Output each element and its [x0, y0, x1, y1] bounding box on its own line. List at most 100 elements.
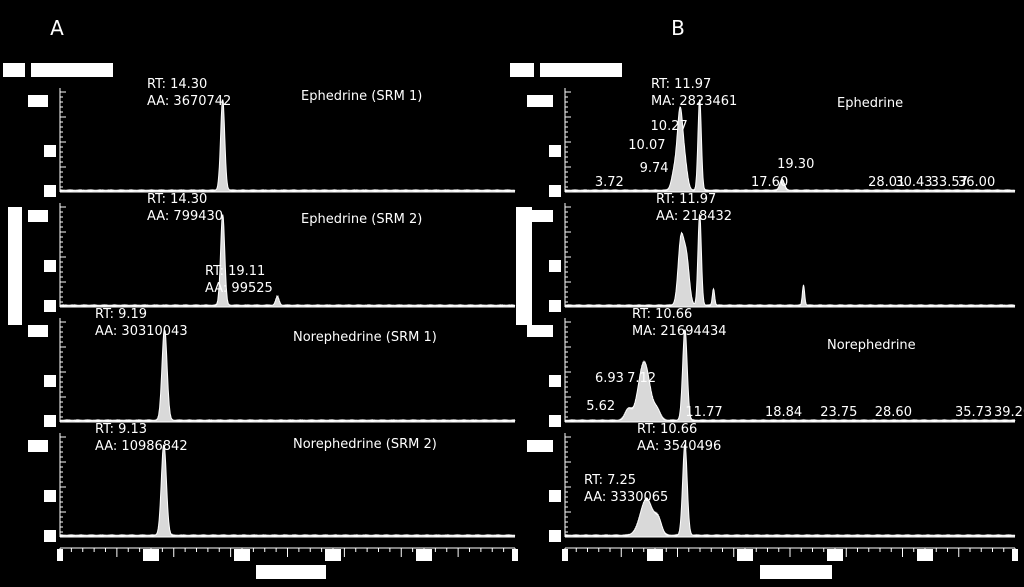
header-bar-0 — [510, 63, 534, 77]
y-tick-label-2 — [527, 95, 553, 107]
signal-area — [60, 100, 515, 192]
peak-label: 23.75 — [820, 405, 857, 420]
x-tick-label — [562, 549, 568, 561]
peak-label: 39.20 — [994, 405, 1024, 420]
x-tick-label — [143, 549, 159, 561]
annotation-rt: RT: 9.13 — [95, 422, 147, 437]
y-tick-label-0 — [44, 185, 56, 197]
peak-label: 33.57 — [931, 175, 968, 190]
y-tick-label-0 — [549, 415, 561, 427]
header-bar-1 — [540, 63, 622, 77]
annotation-area: AA: 3670742 — [147, 94, 231, 109]
y-tick-label-2 — [527, 210, 553, 222]
signal-area — [60, 215, 515, 307]
trace-4: RT: 10.66 AA: 3540496 RT: 7.25 AA: 3330065 — [527, 422, 1016, 542]
peak-label: 19.30 — [777, 157, 814, 172]
y-tick-label-1 — [44, 490, 56, 502]
x-tick-label — [512, 549, 518, 561]
annotation-area: AA: 799430 — [147, 209, 223, 224]
peak-label: 5.62 — [586, 399, 615, 414]
y-tick-label-0 — [44, 300, 56, 312]
signal-line — [564, 99, 1016, 193]
peak-label: 11.77 — [685, 405, 722, 420]
peak-label: 28.60 — [875, 405, 912, 420]
x-tick-label — [737, 549, 753, 561]
peak-label: 10.27 — [651, 119, 688, 134]
x-tick-label — [57, 549, 63, 561]
header-bar-0 — [3, 63, 25, 77]
annotation-area: AA: 3540496 — [637, 439, 721, 454]
annotation-area: MA: 21694434 — [632, 324, 727, 339]
x-tick-label — [647, 549, 663, 561]
y-tick-label-2 — [28, 210, 48, 222]
y-tick-label-1 — [549, 260, 561, 272]
panel-label-B: B — [671, 16, 685, 40]
x-axis — [57, 547, 518, 561]
annotation-rt: RT: 11.97 — [651, 77, 711, 92]
x-tick-label — [1012, 549, 1018, 561]
trace-title: Ephedrine — [837, 96, 903, 111]
signal-area — [60, 330, 515, 422]
peak-label: 3.72 — [595, 175, 624, 190]
signal-line — [59, 444, 516, 538]
y-tick-label-2 — [527, 440, 553, 452]
trace-4: RT: 9.13 AA: 10986842 Norephedrine (SRM 2) — [28, 422, 516, 542]
signal-line — [59, 329, 516, 423]
x-tick-label — [416, 549, 432, 561]
y-tick-label-0 — [549, 185, 561, 197]
peak-label: 9.74 — [640, 161, 669, 176]
y-tick-label-2 — [28, 325, 48, 337]
signal-area — [565, 100, 1015, 192]
x-tick-label — [827, 549, 843, 561]
y-tick-label-1 — [549, 145, 561, 157]
x-axis — [562, 547, 1018, 561]
panel-A: A RT: 14.30 AA: 3670742 Ephedrine (SRM 1) RT… — [3, 16, 518, 579]
annotation-rt: RT: 10.66 — [632, 307, 692, 322]
annotation-rt: RT: 7.25 — [584, 473, 636, 488]
peak-label: 30.43 — [895, 175, 932, 190]
signal-area — [60, 445, 515, 537]
annotation-rt: RT: 9.19 — [95, 307, 147, 322]
signal-line — [59, 214, 516, 308]
annotation-area: AA: 3330065 — [584, 490, 668, 505]
peak-label: 28.01 — [868, 175, 905, 190]
peak-label: 17.60 — [751, 175, 788, 190]
annotation-area: MA: 2823461 — [651, 94, 737, 109]
annotation-area: AA: 218432 — [656, 209, 732, 224]
trace-title: Norephedrine (SRM 1) — [293, 330, 437, 345]
peak-label: 36.00 — [958, 175, 995, 190]
peak-label: 10.07 — [628, 138, 665, 153]
y-tick-label-0 — [44, 415, 56, 427]
x-axis-title-bar — [760, 565, 832, 579]
panel-B: B RT: 11.97 MA: 2823461 Ephedrine 3.72 9.74 10… — [510, 16, 1024, 579]
trace-3: RT: 10.66 MA: 21694434 Norephedrine 5.62 6.9… — [527, 307, 1024, 427]
annotation-rt: RT: 14.30 — [147, 77, 207, 92]
panel-label-A: A — [50, 16, 64, 40]
trace-title: Norephedrine — [827, 338, 916, 353]
y-tick-label-2 — [527, 325, 553, 337]
y-tick-label-1 — [549, 490, 561, 502]
y-tick-label-1 — [549, 375, 561, 387]
x-tick-label — [234, 549, 250, 561]
y-tick-label-0 — [44, 530, 56, 542]
y-tick-label-1 — [44, 260, 56, 272]
x-axis-title-bar — [256, 565, 326, 579]
header-bar-1 — [31, 63, 113, 77]
y-axis-title-bar — [8, 207, 22, 325]
annotation-area: AA: 99525 — [205, 281, 273, 296]
signal-line — [59, 99, 516, 193]
peak-label: 7.12 — [627, 371, 656, 386]
x-tick-label — [325, 549, 341, 561]
trace-1: RT: 11.97 MA: 2823461 Ephedrine 3.72 9.74 10.… — [527, 77, 1016, 197]
trace-title: Ephedrine (SRM 1) — [301, 89, 422, 104]
y-tick-label-0 — [549, 530, 561, 542]
annotation-rt: RT: 14.30 — [147, 192, 207, 207]
annotation-area: AA: 10986842 — [95, 439, 188, 454]
y-tick-label-1 — [44, 375, 56, 387]
trace-2: RT: 14.30 AA: 799430 RT: 19.11 AA: 99525 Eph… — [28, 192, 516, 312]
trace-title: Norephedrine (SRM 2) — [293, 437, 437, 452]
annotation-rt: RT: 11.97 — [656, 192, 716, 207]
signal-area — [565, 215, 1015, 307]
signal-line — [564, 329, 1016, 423]
